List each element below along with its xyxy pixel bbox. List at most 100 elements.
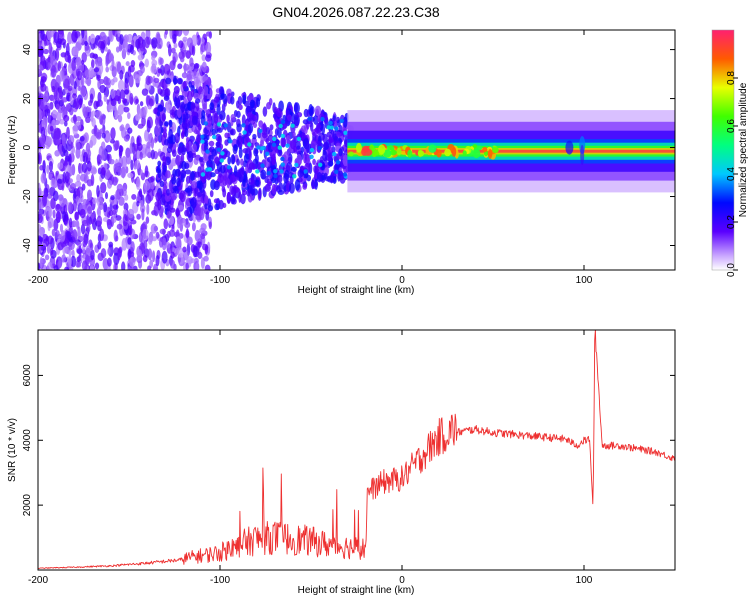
heatmap-cell [216, 147, 222, 152]
heatmap-cell [369, 144, 375, 152]
heatmap-cell [55, 229, 60, 237]
heatmap-cell [145, 75, 151, 86]
heatmap-cell [51, 119, 56, 127]
heatmap-cell [294, 179, 301, 191]
heatmap-cell [38, 64, 41, 75]
heatmap-cell [264, 183, 271, 192]
heatmap-cell [271, 153, 277, 166]
spectrogram-x-label: Height of straight line (km) [298, 285, 415, 296]
heatmap-cell [130, 219, 137, 225]
heatmap-cell [273, 173, 278, 179]
heatmap-cell [132, 265, 138, 270]
heatmap-cell [48, 160, 54, 172]
heatmap-cell [242, 178, 246, 188]
heatmap-cell [155, 254, 160, 267]
heatmap-cell [134, 159, 141, 170]
heatmap-cell [50, 177, 56, 188]
heatmap-cell [79, 208, 86, 219]
heatmap-cell [62, 171, 66, 184]
heatmap-cell [328, 146, 333, 152]
heatmap-cell [151, 37, 158, 49]
heatmap-cell [42, 160, 46, 173]
heatmap-cell [272, 136, 277, 142]
heatmap-cell [100, 248, 107, 259]
heatmap-cell [161, 250, 168, 264]
heatmap-cell [227, 156, 232, 165]
heatmap-cell [65, 42, 70, 56]
heatmap-cell [565, 140, 574, 155]
heatmap-cell [203, 255, 209, 262]
heatmap-cell [119, 166, 127, 178]
heatmap-cell [323, 114, 329, 124]
heatmap-cell [181, 160, 187, 171]
heatmap-cell [192, 143, 197, 153]
y-tick-label: 0 [22, 144, 33, 150]
heatmap-cell [97, 60, 103, 67]
heatmap-cell [196, 204, 201, 217]
heatmap-cell [176, 177, 181, 187]
heatmap-cell [247, 142, 252, 147]
heatmap-cell [181, 122, 188, 130]
colorbar-tick-label: 0.8 [726, 71, 737, 85]
heatmap-cell [142, 254, 148, 263]
heatmap-cell [436, 149, 442, 158]
heatmap-cell [96, 154, 102, 162]
heatmap-cell [191, 222, 196, 232]
heatmap-cell [310, 140, 317, 150]
heatmap-cell [231, 186, 237, 197]
heatmap-cell [113, 143, 118, 152]
heatmap-cell [69, 183, 77, 190]
heatmap-cell [55, 203, 61, 210]
heatmap-cell [108, 52, 114, 62]
heatmap-cell [201, 109, 206, 119]
heatmap-cell [185, 262, 189, 270]
snr-series-line [38, 330, 675, 569]
heatmap-cell [291, 166, 297, 172]
heatmap-cell [157, 68, 162, 74]
heatmap-cell [155, 231, 160, 239]
heatmap-cell [54, 149, 61, 157]
heatmap-cell [150, 137, 155, 149]
heatmap-cell [147, 176, 154, 183]
heatmap-cell [155, 93, 159, 105]
heatmap-cell [117, 79, 125, 91]
heatmap-cell [337, 174, 345, 181]
heatmap-cell [165, 193, 171, 202]
heatmap-cell [214, 157, 220, 165]
heatmap-cell [121, 261, 126, 270]
heatmap-cell [117, 248, 121, 261]
heatmap-cell [209, 102, 215, 111]
heatmap-cell [184, 127, 189, 138]
heatmap-cell [162, 164, 167, 173]
heatmap-cell [179, 101, 186, 113]
heatmap-cell [265, 151, 270, 156]
heatmap-cell [75, 141, 81, 151]
heatmap-cell [272, 113, 278, 119]
heatmap-cell [175, 154, 181, 167]
heatmap-cell [287, 156, 293, 165]
heatmap-cell [108, 210, 114, 217]
heatmap-cell [191, 181, 198, 189]
heatmap-cell [59, 223, 64, 233]
heatmap-cell [167, 136, 174, 144]
heatmap-cell [152, 250, 156, 263]
snr-x-ticks: -200 -100 0 100 [28, 330, 593, 586]
heatmap-cell [105, 66, 110, 73]
heatmap-cell [129, 92, 134, 105]
heatmap-cell [344, 139, 349, 147]
heatmap-cell [280, 156, 285, 162]
heatmap-cell [77, 36, 83, 44]
heatmap-cell [136, 213, 141, 220]
heatmap-cell [472, 148, 481, 159]
heatmap-cell [112, 176, 118, 186]
heatmap-cell [89, 242, 94, 251]
heatmap-cell [38, 139, 41, 150]
heatmap-cell [428, 144, 437, 153]
heatmap-cell [200, 134, 205, 139]
heatmap-cell [39, 134, 46, 147]
heatmap-cell [262, 106, 268, 117]
heatmap-cell [201, 54, 206, 62]
heatmap-cell [88, 66, 94, 79]
heatmap-cell [224, 132, 230, 139]
heatmap-cell [46, 164, 50, 174]
